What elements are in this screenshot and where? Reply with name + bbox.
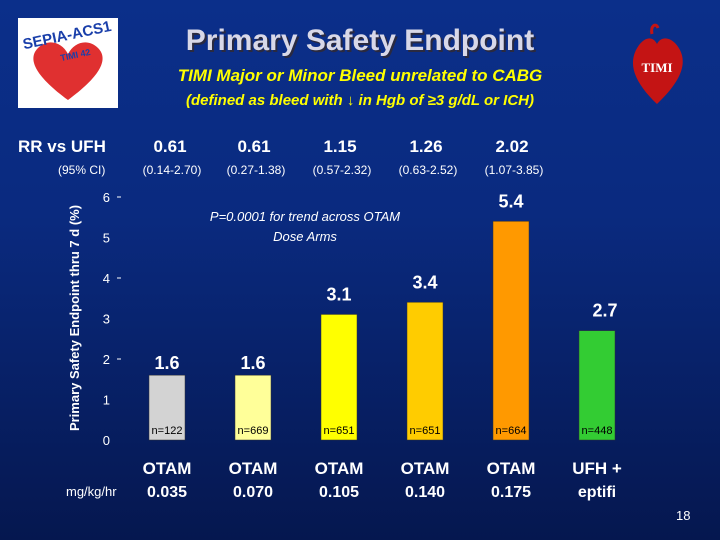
category-dose-4: 0.140 xyxy=(405,484,445,501)
page-subtitle: TIMI Major or Minor Bleed unrelated to C… xyxy=(177,66,543,85)
bar-6 xyxy=(578,330,616,441)
n-label-1: n=122 xyxy=(152,425,183,437)
rr-value-4: 1.26 xyxy=(409,137,443,156)
category-label-1: OTAM xyxy=(143,459,192,478)
page-title: Primary Safety Endpoint xyxy=(185,24,535,57)
y-tick-label: 1 xyxy=(103,393,110,408)
y-tick-label: 2 xyxy=(103,352,110,367)
rr-value-2: 0.61 xyxy=(237,137,271,156)
bar-2 xyxy=(234,374,272,441)
n-label-3: n=651 xyxy=(324,425,355,437)
category-label-4: OTAM xyxy=(401,459,450,478)
value-label-4: 3.4 xyxy=(412,272,437,292)
ci-value-2: (0.27-1.38) xyxy=(226,163,286,177)
category-dose-1: 0.035 xyxy=(147,484,187,501)
y-tick-label: 3 xyxy=(103,312,110,327)
bar-4 xyxy=(406,302,444,441)
value-label-2: 1.6 xyxy=(240,353,265,373)
y-tick-label: 4 xyxy=(103,271,110,286)
bar-1 xyxy=(148,374,186,441)
ci-value-3: (0.57-2.32) xyxy=(312,163,372,177)
n-label-4: n=651 xyxy=(410,425,441,437)
timi-logo: TIMI xyxy=(632,23,683,104)
bar-3 xyxy=(320,314,358,441)
ci-label: (95% CI) xyxy=(58,163,106,177)
bar-5 xyxy=(492,221,530,441)
value-label-5: 5.4 xyxy=(498,191,523,211)
value-label-6: 2.7 xyxy=(592,301,617,321)
category-dose-3: 0.105 xyxy=(319,484,359,501)
category-label-3: OTAM xyxy=(315,459,364,478)
endpoint-definition: (defined as bleed with ↓ in Hgb of ≥3 g/… xyxy=(186,92,534,109)
category-label-5: OTAM xyxy=(487,459,536,478)
y-tick-label: 0 xyxy=(103,433,110,448)
n-label-6: n=448 xyxy=(582,425,613,437)
value-label-1: 1.6 xyxy=(154,353,179,373)
sepia-acs1-logo: SEPIA-ACS1 TIMI 42 xyxy=(18,18,118,108)
rr-value-1: 0.61 xyxy=(153,137,187,156)
n-label-5: n=664 xyxy=(496,425,527,437)
dose-unit-label: mg/kg/hr xyxy=(66,484,117,499)
ci-value-1: (0.14-2.70) xyxy=(142,163,202,177)
category-label-2: OTAM xyxy=(229,459,278,478)
y-tick-label: 6 xyxy=(103,190,110,205)
ci-value-4: (0.63-2.52) xyxy=(398,163,458,177)
value-label-3: 3.1 xyxy=(326,284,351,304)
category-dose-6: eptifi xyxy=(578,484,616,501)
p-trend-annotation: P=0.0001 for trend across OTAM Dose Arms xyxy=(209,209,401,244)
ci-value-5: (1.07-3.85) xyxy=(484,163,544,177)
slide-number: 18 xyxy=(676,508,691,523)
rr-value-3: 1.15 xyxy=(323,137,357,156)
rr-value-5: 2.02 xyxy=(495,137,529,156)
category-dose-5: 0.175 xyxy=(491,484,531,501)
y-tick-label: 5 xyxy=(103,231,110,246)
category-label-6: UFH + xyxy=(572,459,622,478)
category-dose-2: 0.070 xyxy=(233,484,273,501)
n-label-2: n=669 xyxy=(238,425,269,437)
rr-label: RR vs UFH xyxy=(18,137,106,156)
logo-right-text: TIMI xyxy=(641,60,672,75)
y-axis-title: Primary Safety Endpoint thru 7 d (%) xyxy=(67,205,82,431)
